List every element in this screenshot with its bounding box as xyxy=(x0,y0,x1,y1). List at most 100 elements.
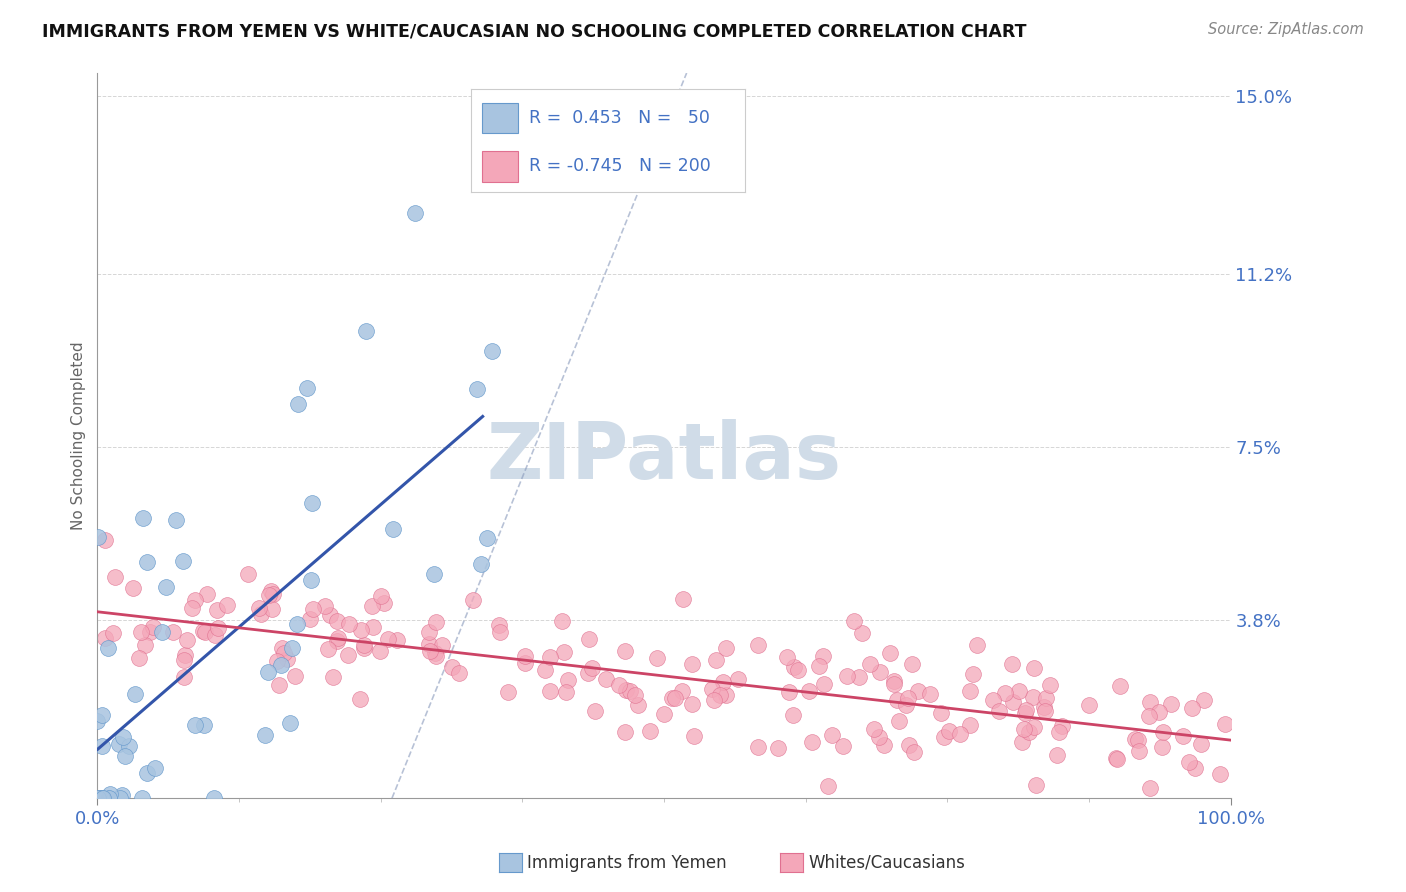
Point xyxy=(205,603,228,617)
Point xyxy=(103,625,125,640)
Point xyxy=(706,653,728,667)
Point xyxy=(249,607,271,621)
Point xyxy=(94,631,117,645)
Point xyxy=(949,727,972,741)
Point xyxy=(619,683,641,698)
Point xyxy=(165,513,187,527)
Point xyxy=(104,570,127,584)
Point xyxy=(747,740,769,755)
Point xyxy=(1152,725,1174,739)
Point xyxy=(714,641,737,656)
Point xyxy=(481,343,503,358)
Point xyxy=(108,737,131,751)
Point xyxy=(430,638,453,652)
Point xyxy=(301,496,323,510)
Point xyxy=(929,706,952,720)
Point xyxy=(681,657,703,671)
Point xyxy=(204,628,226,642)
Point xyxy=(112,730,135,744)
Point xyxy=(316,642,339,657)
Point xyxy=(97,791,120,805)
Point xyxy=(385,632,408,647)
Point xyxy=(872,738,894,752)
Point xyxy=(1033,704,1056,718)
Point xyxy=(613,644,636,658)
Point xyxy=(381,523,404,537)
Point xyxy=(173,653,195,667)
Point xyxy=(270,658,292,673)
Point xyxy=(488,625,510,640)
Point xyxy=(897,691,920,706)
Point xyxy=(418,625,440,640)
Point xyxy=(108,791,131,805)
Point xyxy=(287,397,309,411)
Point xyxy=(779,685,801,699)
Point xyxy=(661,690,683,705)
Point xyxy=(131,791,153,805)
Point xyxy=(1035,691,1057,706)
Point xyxy=(361,599,384,613)
Point xyxy=(609,678,631,692)
Point xyxy=(714,688,737,702)
Point xyxy=(322,670,344,684)
Point xyxy=(640,724,662,739)
Point xyxy=(86,714,108,728)
Point xyxy=(143,761,166,775)
Point xyxy=(356,324,378,338)
Point xyxy=(1105,751,1128,765)
Point xyxy=(1002,695,1025,709)
Text: Whites/Caucasians: Whites/Caucasians xyxy=(808,854,966,871)
Point xyxy=(671,591,693,606)
Point xyxy=(350,623,373,637)
Point xyxy=(184,718,207,732)
Point xyxy=(647,651,669,665)
Point xyxy=(418,637,440,651)
Point xyxy=(1160,697,1182,711)
Point xyxy=(883,673,905,688)
Point xyxy=(298,612,321,626)
Point xyxy=(1011,734,1033,748)
Point xyxy=(94,533,117,547)
Point xyxy=(202,791,225,805)
Point xyxy=(1178,756,1201,770)
Point xyxy=(918,687,941,701)
Point xyxy=(256,665,278,679)
Point xyxy=(142,620,165,634)
Point xyxy=(903,745,925,759)
Point xyxy=(1014,706,1036,720)
Point xyxy=(180,600,202,615)
Point xyxy=(326,631,349,645)
Point xyxy=(370,589,392,603)
Point xyxy=(373,596,395,610)
Point xyxy=(938,724,960,739)
Point xyxy=(553,645,575,659)
Point xyxy=(1150,739,1173,754)
Point xyxy=(1192,693,1215,707)
Point xyxy=(576,666,599,681)
Point xyxy=(813,677,835,691)
Point xyxy=(962,666,984,681)
Point xyxy=(301,602,323,616)
Point xyxy=(883,677,905,691)
Y-axis label: No Schooling Completed: No Schooling Completed xyxy=(72,342,86,530)
Text: R =  0.453   N =   50: R = 0.453 N = 50 xyxy=(529,109,710,127)
Point xyxy=(184,592,207,607)
Point xyxy=(425,648,447,663)
Point xyxy=(1047,725,1070,739)
Point xyxy=(862,722,884,736)
Point xyxy=(423,567,446,582)
Point xyxy=(176,632,198,647)
Point xyxy=(844,614,866,628)
Point xyxy=(1215,717,1237,731)
Point xyxy=(1001,657,1024,671)
Point xyxy=(470,557,492,571)
Point xyxy=(207,621,229,635)
Text: Source: ZipAtlas.com: Source: ZipAtlas.com xyxy=(1208,22,1364,37)
Point xyxy=(90,739,112,753)
Point xyxy=(1128,744,1150,758)
Point xyxy=(835,668,858,682)
Point xyxy=(776,649,799,664)
Point xyxy=(1209,766,1232,780)
Point xyxy=(273,646,295,660)
Point xyxy=(868,730,890,744)
